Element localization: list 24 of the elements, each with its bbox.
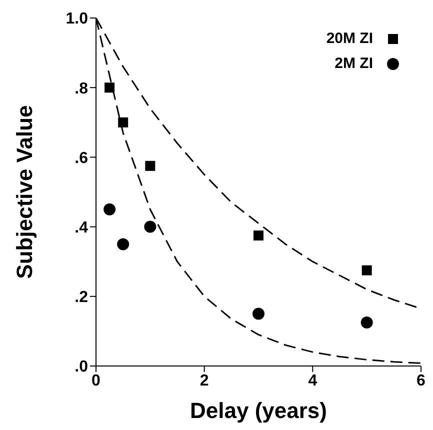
y-tick-label: .0 bbox=[74, 358, 88, 376]
point bbox=[104, 203, 116, 216]
point bbox=[360, 316, 373, 328]
legend-label: 2M ZI bbox=[334, 55, 373, 72]
y-tick-label: .2 bbox=[74, 289, 88, 306]
point bbox=[145, 160, 156, 171]
x-tick-label: 0 bbox=[92, 372, 101, 390]
point bbox=[104, 82, 115, 93]
y-tick-label: .8 bbox=[74, 80, 88, 98]
y-tick-label: .6 bbox=[74, 150, 88, 167]
y-tick-label: 1.0 bbox=[66, 10, 88, 28]
point bbox=[254, 230, 264, 240]
point bbox=[252, 308, 264, 320]
y-tick-label: .4 bbox=[74, 219, 88, 236]
point bbox=[117, 238, 130, 250]
point bbox=[118, 117, 128, 128]
point bbox=[144, 220, 156, 233]
y-axis-title: Subjective Value bbox=[12, 105, 37, 279]
x-tick-label: 4 bbox=[308, 372, 318, 390]
x-axis-title: Delay (years) bbox=[190, 398, 327, 423]
point bbox=[362, 265, 372, 276]
x-tick-label: 6 bbox=[416, 372, 426, 390]
x-tick-label: 2 bbox=[200, 372, 209, 390]
legend-label: 20M ZI bbox=[326, 30, 373, 47]
